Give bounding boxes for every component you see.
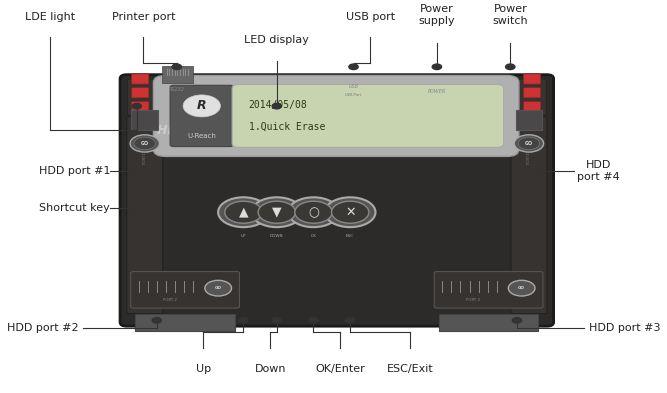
FancyBboxPatch shape [524, 101, 541, 112]
FancyBboxPatch shape [127, 79, 322, 116]
Text: Up: Up [196, 364, 211, 373]
Text: RS232: RS232 [169, 87, 185, 92]
FancyBboxPatch shape [131, 110, 158, 130]
Text: GO: GO [518, 286, 525, 290]
Text: USB port: USB port [346, 12, 395, 22]
FancyBboxPatch shape [131, 74, 149, 84]
Text: ▲: ▲ [239, 206, 248, 219]
Text: Shortcut key: Shortcut key [39, 203, 110, 213]
Text: Power
switch: Power switch [492, 4, 528, 26]
FancyBboxPatch shape [131, 101, 149, 112]
Text: UP: UP [241, 234, 246, 238]
Text: Printer port: Printer port [111, 12, 175, 22]
Text: HDD port #1: HDD port #1 [39, 166, 110, 176]
FancyBboxPatch shape [153, 75, 519, 156]
Circle shape [512, 318, 522, 323]
Text: OK/Enter: OK/Enter [315, 364, 365, 373]
Text: U-Reach: U-Reach [187, 133, 216, 139]
Circle shape [129, 168, 138, 174]
Text: PORT1: PORT1 [143, 151, 147, 163]
Text: USB-Port: USB-Port [345, 94, 362, 97]
Text: ▼: ▼ [272, 206, 281, 219]
Text: Down: Down [254, 364, 286, 373]
Circle shape [432, 64, 442, 70]
Circle shape [295, 201, 332, 223]
Circle shape [251, 197, 302, 227]
Circle shape [518, 137, 540, 150]
Circle shape [258, 201, 295, 223]
Text: GO: GO [525, 141, 533, 146]
Circle shape [331, 201, 369, 223]
Circle shape [536, 168, 545, 174]
Text: HDD port #3: HDD port #3 [589, 323, 660, 333]
Text: GO: GO [215, 286, 221, 290]
Text: OK: OK [311, 234, 316, 238]
Text: HDD
port #4: HDD port #4 [577, 160, 620, 182]
Text: 2014/05/08: 2014/05/08 [249, 100, 307, 110]
FancyBboxPatch shape [131, 88, 149, 98]
Circle shape [225, 201, 262, 223]
Text: ESC/Exit: ESC/Exit [387, 364, 434, 373]
Circle shape [183, 95, 220, 117]
Circle shape [288, 197, 339, 227]
FancyBboxPatch shape [162, 66, 193, 83]
Circle shape [272, 318, 281, 323]
Text: 1.Quick Erase: 1.Quick Erase [249, 122, 325, 132]
Text: LED display: LED display [244, 35, 309, 45]
Circle shape [346, 318, 355, 323]
FancyBboxPatch shape [131, 272, 239, 308]
Text: ESC: ESC [346, 234, 354, 238]
Circle shape [239, 318, 248, 323]
Text: ✕: ✕ [345, 206, 356, 219]
Circle shape [130, 135, 159, 152]
Text: PORT 3: PORT 3 [466, 298, 480, 302]
Text: R: R [197, 99, 207, 112]
FancyBboxPatch shape [170, 85, 233, 147]
Text: USB: USB [348, 84, 359, 89]
Circle shape [508, 280, 535, 296]
FancyBboxPatch shape [120, 75, 554, 326]
Circle shape [218, 197, 269, 227]
Circle shape [506, 64, 515, 70]
FancyBboxPatch shape [135, 314, 235, 331]
Circle shape [172, 64, 181, 70]
Text: POWER: POWER [428, 89, 446, 94]
Text: PORT 2: PORT 2 [163, 298, 177, 302]
Circle shape [134, 137, 155, 150]
FancyBboxPatch shape [319, 79, 546, 116]
FancyBboxPatch shape [127, 117, 163, 314]
Text: HDD/SSD ERASER: HDD/SSD ERASER [157, 123, 279, 136]
FancyBboxPatch shape [524, 88, 541, 98]
Circle shape [325, 197, 376, 227]
Circle shape [152, 318, 161, 323]
Text: DOWN: DOWN [270, 234, 283, 238]
Circle shape [309, 318, 318, 323]
FancyBboxPatch shape [232, 84, 504, 147]
Text: GO: GO [141, 141, 149, 146]
Circle shape [349, 64, 358, 70]
Circle shape [132, 103, 141, 109]
Circle shape [129, 211, 138, 217]
Text: PORT4: PORT4 [527, 151, 531, 163]
Circle shape [272, 103, 281, 109]
Circle shape [205, 280, 231, 296]
FancyBboxPatch shape [434, 272, 543, 308]
FancyBboxPatch shape [511, 117, 547, 314]
FancyBboxPatch shape [516, 110, 542, 130]
Text: HDD port #2: HDD port #2 [7, 323, 78, 333]
Circle shape [514, 135, 544, 152]
Text: Power
supply: Power supply [419, 4, 455, 26]
Text: LDE light: LDE light [25, 12, 75, 22]
FancyBboxPatch shape [524, 74, 541, 84]
Text: ○: ○ [308, 206, 319, 219]
FancyBboxPatch shape [439, 314, 538, 331]
